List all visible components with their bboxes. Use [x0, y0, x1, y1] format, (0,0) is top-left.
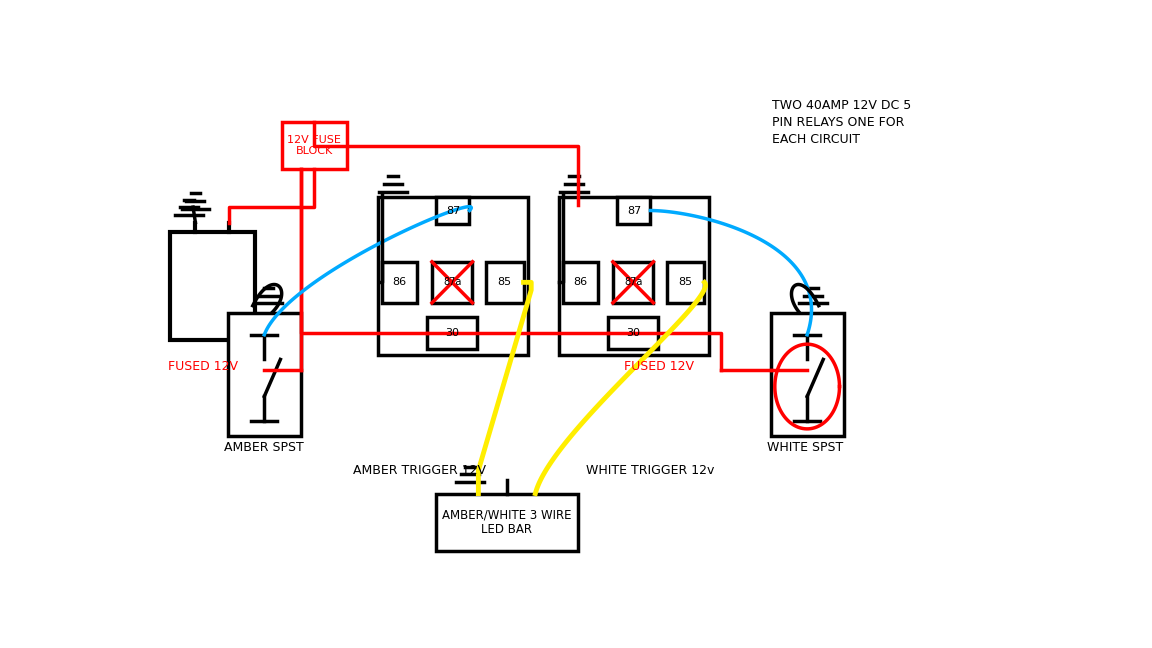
Text: 87: 87: [627, 205, 641, 216]
Text: FUSED 12V: FUSED 12V: [624, 360, 695, 373]
Text: AMBER/WHITE 3 WIRE
LED BAR: AMBER/WHITE 3 WIRE LED BAR: [442, 509, 571, 537]
Bar: [613, 262, 653, 303]
Bar: [559, 197, 708, 355]
Text: AMBER SPST: AMBER SPST: [223, 441, 304, 454]
Text: WHITE TRIGGER 12v: WHITE TRIGGER 12v: [585, 464, 714, 477]
Text: 86: 86: [574, 277, 588, 287]
Bar: [378, 197, 528, 355]
Text: 12V FUSE
BLOCK: 12V FUSE BLOCK: [287, 135, 341, 156]
Bar: [617, 197, 651, 224]
Bar: [382, 262, 417, 303]
Text: 87a: 87a: [444, 277, 462, 287]
Text: 86: 86: [393, 277, 407, 287]
Bar: [486, 262, 523, 303]
Text: 30: 30: [627, 328, 641, 338]
Bar: [432, 262, 472, 303]
Text: 30: 30: [445, 328, 460, 338]
Bar: [437, 197, 470, 224]
Bar: [427, 317, 477, 349]
Bar: [608, 317, 658, 349]
Bar: [281, 122, 347, 168]
Text: 87: 87: [446, 205, 460, 216]
Bar: [667, 262, 705, 303]
Text: TWO 40AMP 12V DC 5
PIN RELAYS ONE FOR
EACH CIRCUIT: TWO 40AMP 12V DC 5 PIN RELAYS ONE FOR EA…: [772, 99, 911, 146]
Text: WHITE SPST: WHITE SPST: [767, 441, 843, 454]
Bar: [563, 262, 598, 303]
Bar: [771, 312, 843, 436]
Text: FUSED 12V: FUSED 12V: [168, 360, 238, 373]
Bar: [228, 312, 301, 436]
Bar: [170, 232, 255, 340]
Text: 85: 85: [679, 277, 692, 287]
Text: 87a: 87a: [624, 277, 643, 287]
Bar: [435, 494, 578, 551]
Text: 85: 85: [498, 277, 511, 287]
Text: AMBER TRIGGER 12V: AMBER TRIGGER 12V: [354, 464, 486, 477]
